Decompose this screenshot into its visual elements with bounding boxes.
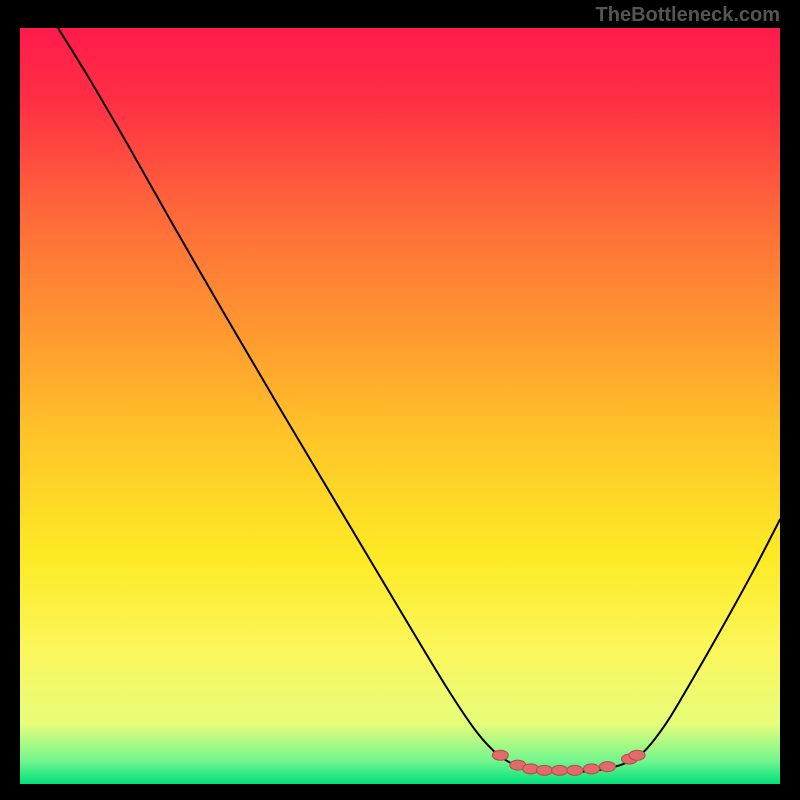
data-marker xyxy=(552,765,568,775)
data-marker xyxy=(629,750,645,760)
data-marker xyxy=(567,765,583,775)
data-marker xyxy=(599,762,615,772)
data-marker xyxy=(492,750,508,760)
data-marker xyxy=(584,764,600,774)
chart-container: TheBottleneck.com xyxy=(0,0,800,800)
chart-area xyxy=(20,28,780,784)
chart-background xyxy=(20,28,780,784)
chart-svg xyxy=(20,28,780,784)
data-marker xyxy=(536,765,552,775)
watermark-text: TheBottleneck.com xyxy=(596,4,780,27)
